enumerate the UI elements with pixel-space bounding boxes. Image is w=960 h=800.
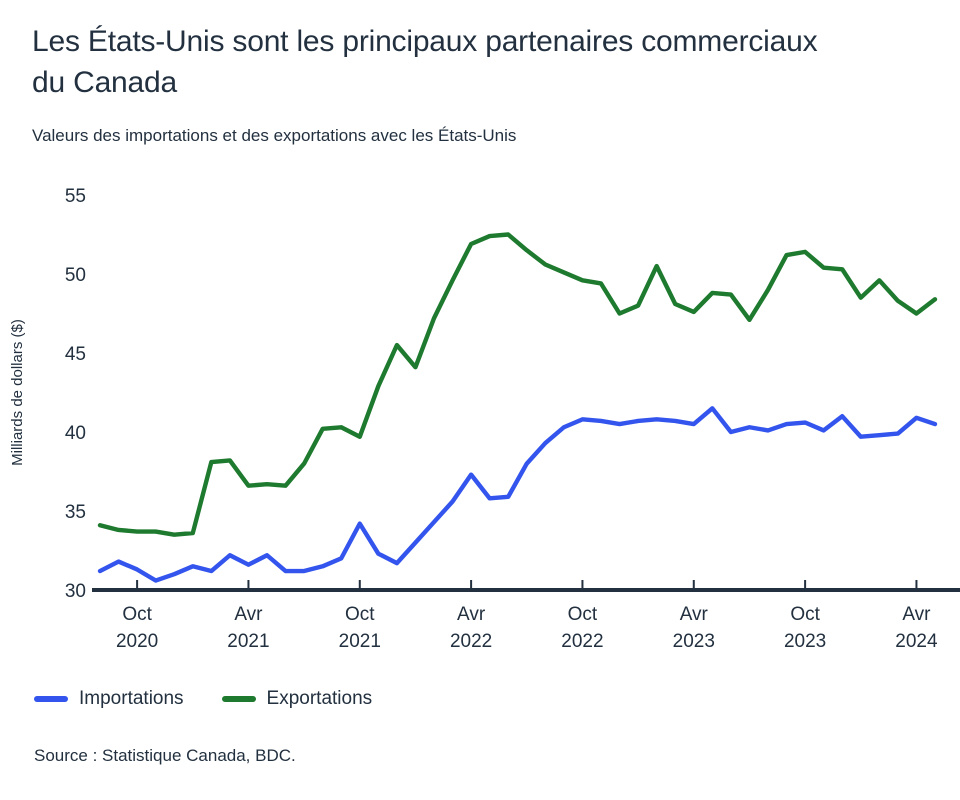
legend-item-importations[interactable]: Importations [34, 688, 184, 710]
legend-swatch-icon [221, 696, 256, 702]
x-tick-label-year: 2020 [116, 631, 158, 652]
y-axis-title: Milliards de dollars ($) [9, 319, 26, 466]
legend-swatch-icon [34, 696, 68, 702]
x-tick-label-year: 2023 [673, 631, 715, 652]
chart-container: 30 35 40 45 50 55 Oct 2020 Avr 2021 Oct 2021 Avr 202… [0, 170, 960, 670]
y-tick-label: 55 [65, 186, 86, 207]
x-tick-label-year: 2023 [784, 631, 826, 652]
y-tick-label: 30 [65, 581, 86, 602]
legend-label: Importations [79, 688, 184, 709]
y-tick-label: 45 [65, 344, 86, 365]
page-title: Les États-Unis sont les principaux parte… [32, 25, 818, 99]
data-series-group [97, 232, 938, 583]
page-subtitle: Valeurs des importations et des exportat… [32, 126, 517, 145]
x-tick-label-year: 2021 [339, 631, 381, 652]
y-tick-label: 50 [65, 265, 86, 286]
x-tick-label-month: Avr [234, 604, 263, 625]
series-line-importations [97, 406, 938, 583]
x-tick-label-month: Avr [902, 604, 931, 625]
x-tick-label-year: 2024 [895, 631, 938, 652]
x-tick-label-month: Oct [122, 604, 152, 625]
line-chart: 30 35 40 45 50 55 Oct 2020 Avr 2021 Oct 2021 Avr 202… [9, 186, 960, 652]
x-tick-label-month: Oct [345, 604, 375, 625]
x-tick-label-month: Oct [790, 604, 820, 625]
y-axis: 30 35 40 45 50 55 [65, 186, 86, 602]
y-tick-label: 35 [65, 502, 86, 523]
x-axis: Oct 2020 Avr 2021 Oct 2021 Avr 2022 Oct 2022 Avr 20… [92, 580, 960, 652]
x-tick-label-month: Oct [568, 604, 598, 625]
series-line-exportations [97, 232, 938, 537]
x-tick-label-year: 2022 [450, 631, 492, 652]
x-tick-label-year: 2022 [561, 631, 603, 652]
chart-legend: Importations Exportations [34, 688, 372, 710]
x-tick-label-month: Avr [457, 604, 486, 625]
y-tick-label: 40 [65, 423, 86, 444]
x-tick-label-year: 2021 [227, 631, 269, 652]
legend-label: Exportations [266, 688, 373, 709]
legend-item-exportations[interactable]: Exportations [221, 688, 373, 710]
source-note: Source : Statistique Canada, BDC. [34, 746, 296, 765]
x-tick-label-month: Avr [680, 604, 709, 625]
